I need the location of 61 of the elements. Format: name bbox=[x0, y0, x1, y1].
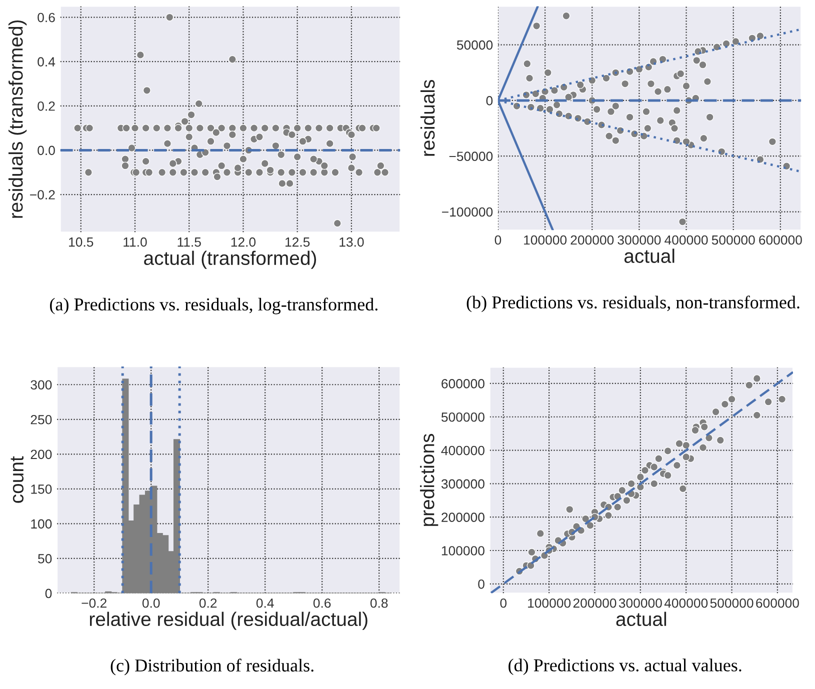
x-tick-label: 200000 bbox=[570, 235, 614, 245]
y-tick-label: 500000 bbox=[441, 412, 484, 422]
x-tick-label: 300000 bbox=[618, 598, 662, 608]
y-tick-label: 400000 bbox=[441, 446, 484, 456]
x-tick-label: 12.0 bbox=[231, 237, 256, 247]
x-tick-label: 100000 bbox=[524, 235, 567, 245]
x-tick-label: 10.5 bbox=[69, 237, 94, 247]
y-tick-label: 0.6 bbox=[38, 12, 55, 22]
y-axis-title: residuals (transformed) bbox=[8, 20, 27, 218]
y-axis-title: count bbox=[10, 456, 24, 503]
x-tick-label: 0.2 bbox=[199, 598, 217, 608]
x-tick-label: 500000 bbox=[712, 235, 755, 245]
y-tick-label: 300 bbox=[30, 380, 52, 390]
x-tick-label: 13.0 bbox=[340, 237, 364, 247]
x-tick-label: 400000 bbox=[664, 598, 708, 608]
y-tick-label: 100000 bbox=[442, 546, 484, 556]
text: (a) Predictions vs. residuals, log-transformed. bbox=[50, 298, 378, 314]
x-axis-title: actual (transformed) bbox=[144, 250, 316, 269]
y-tick-label: −0.2 bbox=[30, 190, 55, 200]
y-tick-label: −50000 bbox=[449, 152, 493, 162]
text: (b) Predictions vs. residuals, non-transformed. bbox=[466, 296, 800, 312]
y-tick-label: 200000 bbox=[442, 512, 484, 522]
x-tick-label: 600000 bbox=[756, 598, 799, 608]
x-tick-label: −0.2 bbox=[82, 598, 106, 608]
y-tick-label: 100 bbox=[31, 519, 52, 529]
x-tick-label: 12.5 bbox=[286, 237, 310, 247]
y-tick-label: 0 bbox=[486, 96, 493, 106]
x-axis-title: actual bbox=[616, 612, 666, 626]
x-tick-label: 100000 bbox=[528, 598, 571, 608]
x-tick-label: 0 bbox=[494, 235, 502, 245]
x-tick-label: 11.5 bbox=[178, 238, 201, 247]
x-axis-title: actual bbox=[624, 248, 674, 263]
y-tick-label: 0.4 bbox=[38, 57, 56, 66]
x-tick-label: 300000 bbox=[618, 235, 661, 245]
x-tick-label: 0.0 bbox=[142, 598, 160, 608]
y-tick-label: 50000 bbox=[456, 40, 493, 50]
x-tick-label: 200000 bbox=[573, 598, 616, 608]
text: (d) Predictions vs. actual values. bbox=[508, 658, 742, 676]
text: (c) Distribution of residuals. bbox=[110, 658, 314, 676]
x-tick-label: 0.8 bbox=[370, 598, 388, 608]
y-tick-label: 50 bbox=[38, 554, 52, 564]
x-tick-label: 11.0 bbox=[124, 237, 147, 247]
x-tick-label: 0.4 bbox=[256, 598, 274, 608]
y-tick-label: 0.2 bbox=[38, 101, 55, 111]
y-tick-label: 200 bbox=[30, 450, 52, 460]
y-axis-title: residuals bbox=[420, 80, 435, 156]
y-tick-label: 0 bbox=[478, 579, 484, 589]
y-tick-label: −100000 bbox=[442, 207, 493, 217]
y-tick-label: 300000 bbox=[441, 479, 484, 489]
y-tick-label: 250 bbox=[30, 414, 52, 424]
y-tick-label: 0 bbox=[45, 588, 52, 598]
y-axis-title: predictions bbox=[420, 434, 438, 526]
x-axis-title: relative residual (residual/actual) bbox=[90, 612, 368, 630]
x-tick-label: 0.6 bbox=[313, 598, 331, 608]
x-tick-label: 400000 bbox=[664, 235, 708, 245]
y-tick-label: 150 bbox=[31, 484, 52, 494]
x-tick-label: 0 bbox=[500, 598, 507, 608]
x-tick-label: 500000 bbox=[710, 598, 754, 608]
y-tick-label: 600000 bbox=[442, 379, 484, 388]
y-tick-label: 0.0 bbox=[38, 146, 55, 156]
x-tick-label: 600000 bbox=[759, 235, 802, 245]
